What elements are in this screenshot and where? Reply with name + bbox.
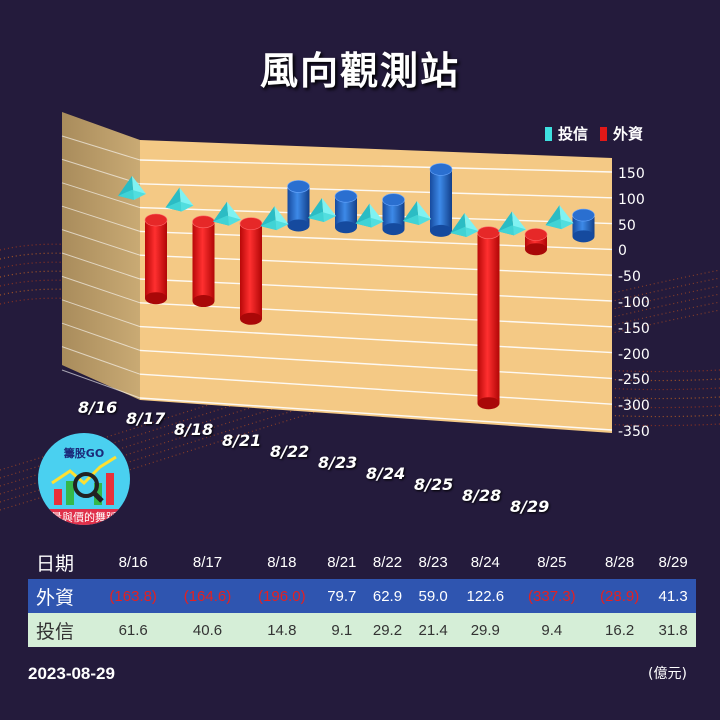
foreign-bar (429, 163, 453, 237)
cell-date: 8/28 (605, 553, 635, 571)
logo-chart-icon (51, 455, 117, 505)
x-tick-label: 8/16 (78, 398, 118, 417)
y-tick-label: -300 (618, 398, 650, 415)
y-tick-label: -250 (618, 372, 650, 389)
cell-date: 8/22 (372, 553, 403, 571)
trust-marker (165, 187, 194, 212)
cell-foreign: (337.3) (514, 579, 589, 613)
y-tick-label: -50 (618, 269, 641, 286)
cell-date: 8/21 (327, 553, 357, 571)
legend-foreign-swatch (600, 126, 608, 141)
trust-marker (403, 201, 431, 226)
x-tick-label: 8/25 (414, 475, 454, 494)
table-row-foreign: 外資 (163.8) (164.6) (196.0) 79.7 62.9 59.… (28, 579, 696, 613)
y-tick-label: -200 (618, 346, 650, 363)
cell-date: 8/23 (418, 553, 448, 571)
cell-date: 8/24 (470, 553, 500, 571)
chart-side-wall (62, 112, 140, 400)
legend-foreign-label: 外資 (613, 125, 644, 143)
foreign-bar (239, 217, 263, 325)
table-row-trust: 投信 61.6 40.6 14.8 9.1 29.2 21.4 29.9 9.4… (28, 613, 696, 647)
cell-trust: 31.8 (650, 613, 696, 647)
foreign-bar (287, 180, 310, 232)
y-tick-label: -350 (618, 424, 650, 440)
x-tick-label: 8/17 (126, 409, 166, 428)
cell-trust: 29.9 (455, 613, 515, 647)
trust-marker (260, 206, 289, 231)
chart-title: 風向觀測站 (259, 49, 460, 93)
trust-marker (118, 175, 146, 200)
trust-marker (545, 205, 574, 230)
x-tick-label: 8/22 (270, 442, 310, 461)
trust-marker (213, 201, 241, 226)
row-header-foreign: 外資 (28, 579, 96, 613)
cell-trust: 9.1 (318, 613, 365, 647)
trust-marker (450, 213, 479, 238)
x-tick-label: 8/28 (462, 486, 502, 505)
cell-date: 8/17 (192, 553, 223, 571)
trust-marker (498, 211, 526, 236)
y-tick-label: 150 (618, 166, 645, 182)
cell-foreign: 79.7 (318, 579, 365, 613)
legend: 投信 外資 (545, 123, 643, 144)
cell-trust: 61.6 (96, 613, 171, 647)
cell-date: 8/18 (267, 553, 297, 571)
x-tick-label: 8/24 (366, 464, 406, 483)
foreign-bar (192, 215, 215, 308)
cell-date: 8/16 (118, 553, 148, 571)
row-header-date: 日期 (36, 553, 75, 575)
cell-foreign: (164.6) (170, 579, 245, 613)
foreign-bar (572, 208, 595, 243)
x-tick-label: 8/21 (222, 431, 262, 450)
cell-foreign: 122.6 (455, 579, 515, 613)
y-tick-label: -100 (618, 295, 650, 311)
unit-label: (億元) (648, 666, 687, 682)
cell-date: 8/25 (537, 553, 567, 571)
y-tick-label: 50 (618, 217, 636, 234)
foreign-bar (477, 226, 500, 410)
cell-trust: 40.6 (170, 613, 245, 647)
foreign-bar (334, 189, 358, 234)
cell-foreign: 41.3 (650, 579, 696, 613)
gridlines (61, 135, 613, 431)
report-date: 2023-08-29 (28, 664, 115, 683)
x-tick-label: 8/29 (510, 497, 550, 516)
cell-foreign: (28.9) (588, 579, 651, 613)
logo-top-text: 籌股GO (63, 447, 105, 460)
x-tick-label: 8/18 (174, 420, 214, 439)
cell-trust: 9.4 (514, 613, 589, 647)
legend-trust-swatch (545, 126, 552, 141)
foreign-bar (524, 228, 548, 256)
bars-layer (118, 163, 595, 410)
y-tick-label: 0 (618, 243, 627, 260)
foreign-bar (382, 193, 405, 236)
foreign-bar (144, 213, 168, 305)
logo-bottom-text: 量與價的舞蹈 (38, 509, 130, 525)
row-header-trust: 投信 (28, 613, 96, 647)
cell-foreign: 59.0 (410, 579, 456, 613)
data-table: 日期 8/16 8/17 8/18 8/21 8/22 8/23 8/24 8/… (28, 545, 696, 647)
cell-trust: 14.8 (244, 613, 319, 647)
trust-marker (355, 203, 384, 228)
trust-marker (308, 197, 336, 222)
cell-foreign: 62.9 (364, 579, 411, 613)
cell-foreign: (196.0) (244, 579, 319, 613)
cell-date: 8/29 (658, 553, 688, 571)
cell-foreign: (163.8) (96, 579, 171, 613)
brand-logo: 籌股GO 量與價的舞蹈 (38, 433, 130, 525)
y-tick-label: -150 (618, 320, 650, 337)
legend-trust-label: 投信 (558, 125, 589, 143)
cell-trust: 16.2 (588, 613, 651, 647)
table-row-dates: 日期 8/16 8/17 8/18 8/21 8/22 8/23 8/24 8/… (28, 545, 696, 579)
y-tick-label: 100 (618, 191, 645, 208)
cell-trust: 21.4 (410, 613, 456, 647)
x-tick-label: 8/23 (318, 453, 358, 472)
cell-trust: 29.2 (364, 613, 411, 647)
